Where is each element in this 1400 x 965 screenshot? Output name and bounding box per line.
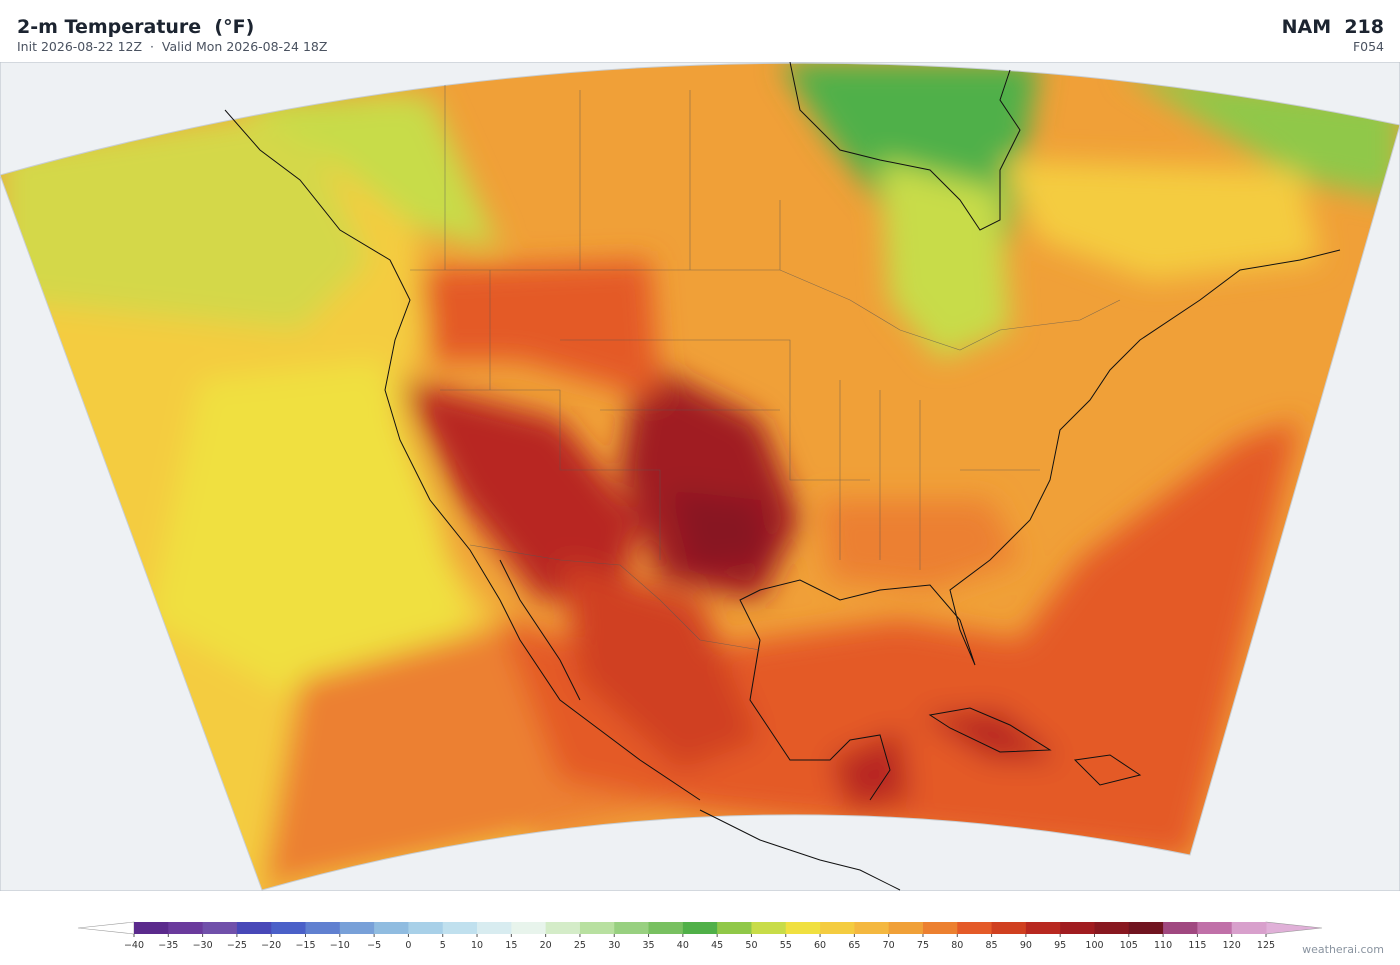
model-name: NAM 218 bbox=[1281, 16, 1384, 38]
colorbar-bin bbox=[1163, 922, 1198, 934]
colorbar-tick-label: 10 bbox=[471, 940, 483, 951]
colorbar-tick-label: −40 bbox=[124, 940, 144, 951]
colorbar-bin bbox=[614, 922, 650, 934]
colorbar-bin bbox=[442, 922, 478, 934]
colorbar-tick-label: 80 bbox=[951, 940, 963, 951]
colorbar-tick-label: 125 bbox=[1257, 940, 1275, 951]
forecast-hour: F054 bbox=[1352, 39, 1384, 54]
colorbar-tick-label: −20 bbox=[261, 940, 281, 951]
colorbar-bin bbox=[408, 922, 444, 934]
colorbar-tick-label: 15 bbox=[505, 940, 517, 951]
colorbar-bin bbox=[305, 922, 341, 934]
colorbar-bin bbox=[957, 922, 993, 934]
colorbar-bin bbox=[1231, 922, 1267, 934]
colorbar-bin bbox=[339, 922, 375, 934]
colorbar-bin bbox=[854, 922, 890, 934]
colorbar-tick-label: 25 bbox=[574, 940, 586, 951]
colorbar-tick-label: 85 bbox=[986, 940, 998, 951]
colorbar-bin bbox=[579, 922, 615, 934]
colorbar-bin bbox=[888, 922, 924, 934]
colorbar-tick-label: 50 bbox=[745, 940, 757, 951]
colorbar-bin bbox=[374, 922, 409, 934]
colorbar-tick-label: −30 bbox=[193, 940, 213, 951]
colorbar-tick-label: 75 bbox=[917, 940, 929, 951]
colorbar-tick-label: 110 bbox=[1154, 940, 1172, 951]
temperature-field bbox=[0, 63, 1400, 891]
colorbar-tick-label: 45 bbox=[711, 940, 723, 951]
borders bbox=[410, 85, 1121, 651]
colorbar-bin bbox=[1060, 922, 1095, 934]
colorbar-tick-label: 35 bbox=[642, 940, 654, 951]
colorbar-tick-label: 55 bbox=[780, 940, 792, 951]
colorbar-tick-label: −25 bbox=[227, 940, 247, 951]
colorbar-bin bbox=[991, 922, 1027, 934]
colorbar-tick-label: 20 bbox=[540, 940, 552, 951]
colorbar-bin bbox=[648, 922, 684, 934]
colorbar-tick-label: 60 bbox=[814, 940, 826, 951]
colorbar-tick-label: 95 bbox=[1054, 940, 1066, 951]
colorbar: −40 −35 −30 −25 −20 −15 −10 −5 0 5 10 15 20 25 30 35 40 4… bbox=[77, 921, 1323, 951]
colorbar-over bbox=[1265, 921, 1323, 935]
colorbar-bin bbox=[168, 922, 204, 934]
map-subtitle: Init 2026-08-22 12Z · Valid Mon 2026-08-… bbox=[17, 39, 328, 54]
colorbar-tick-label: 115 bbox=[1188, 940, 1206, 951]
colorbar-tick-label: −15 bbox=[295, 940, 315, 951]
colorbar-tick-label: 70 bbox=[883, 940, 895, 951]
colorbar-under bbox=[77, 921, 135, 935]
colorbar-bin bbox=[717, 922, 752, 934]
colorbar-tick-label: −5 bbox=[367, 940, 381, 951]
colorbar-bin bbox=[202, 922, 238, 934]
colorbar-tick-label: 40 bbox=[677, 940, 689, 951]
coastlines bbox=[224, 62, 1341, 891]
colorbar-tick-label: 105 bbox=[1120, 940, 1138, 951]
map-title: 2-m Temperature (°F) bbox=[17, 16, 255, 38]
colorbar-tick-label: 65 bbox=[848, 940, 860, 951]
colorbar-bin bbox=[751, 922, 787, 934]
colorbar-tick-label: 120 bbox=[1223, 940, 1241, 951]
colorbar-tick-label: 30 bbox=[608, 940, 620, 951]
colorbar-bin bbox=[1094, 922, 1130, 934]
colorbar-bin bbox=[545, 922, 581, 934]
colorbar-bin bbox=[477, 922, 512, 934]
colorbar-tick-label: 100 bbox=[1085, 940, 1103, 951]
colorbar-bin bbox=[820, 922, 855, 934]
colorbar-tick-label: 90 bbox=[1020, 940, 1032, 951]
colorbar-bin bbox=[922, 922, 958, 934]
colorbar-bin bbox=[1197, 922, 1233, 934]
colorbar-tick-label: 0 bbox=[405, 940, 411, 951]
colorbar-bin bbox=[785, 922, 821, 934]
colorbar-bin bbox=[511, 922, 547, 934]
colorbar-bin bbox=[236, 922, 272, 934]
colorbar-bin bbox=[271, 922, 307, 934]
colorbar-tick-label: 5 bbox=[440, 940, 446, 951]
colorbar-tick-label: −10 bbox=[330, 940, 350, 951]
colorbar-bin bbox=[682, 922, 718, 934]
temperature-map bbox=[0, 62, 1400, 891]
colorbar-bin bbox=[1025, 922, 1061, 934]
credit: weatherai.com bbox=[1302, 943, 1384, 956]
colorbar-bin bbox=[134, 922, 169, 934]
colorbar-bin bbox=[1128, 922, 1164, 934]
colorbar-tick-label: −35 bbox=[158, 940, 178, 951]
